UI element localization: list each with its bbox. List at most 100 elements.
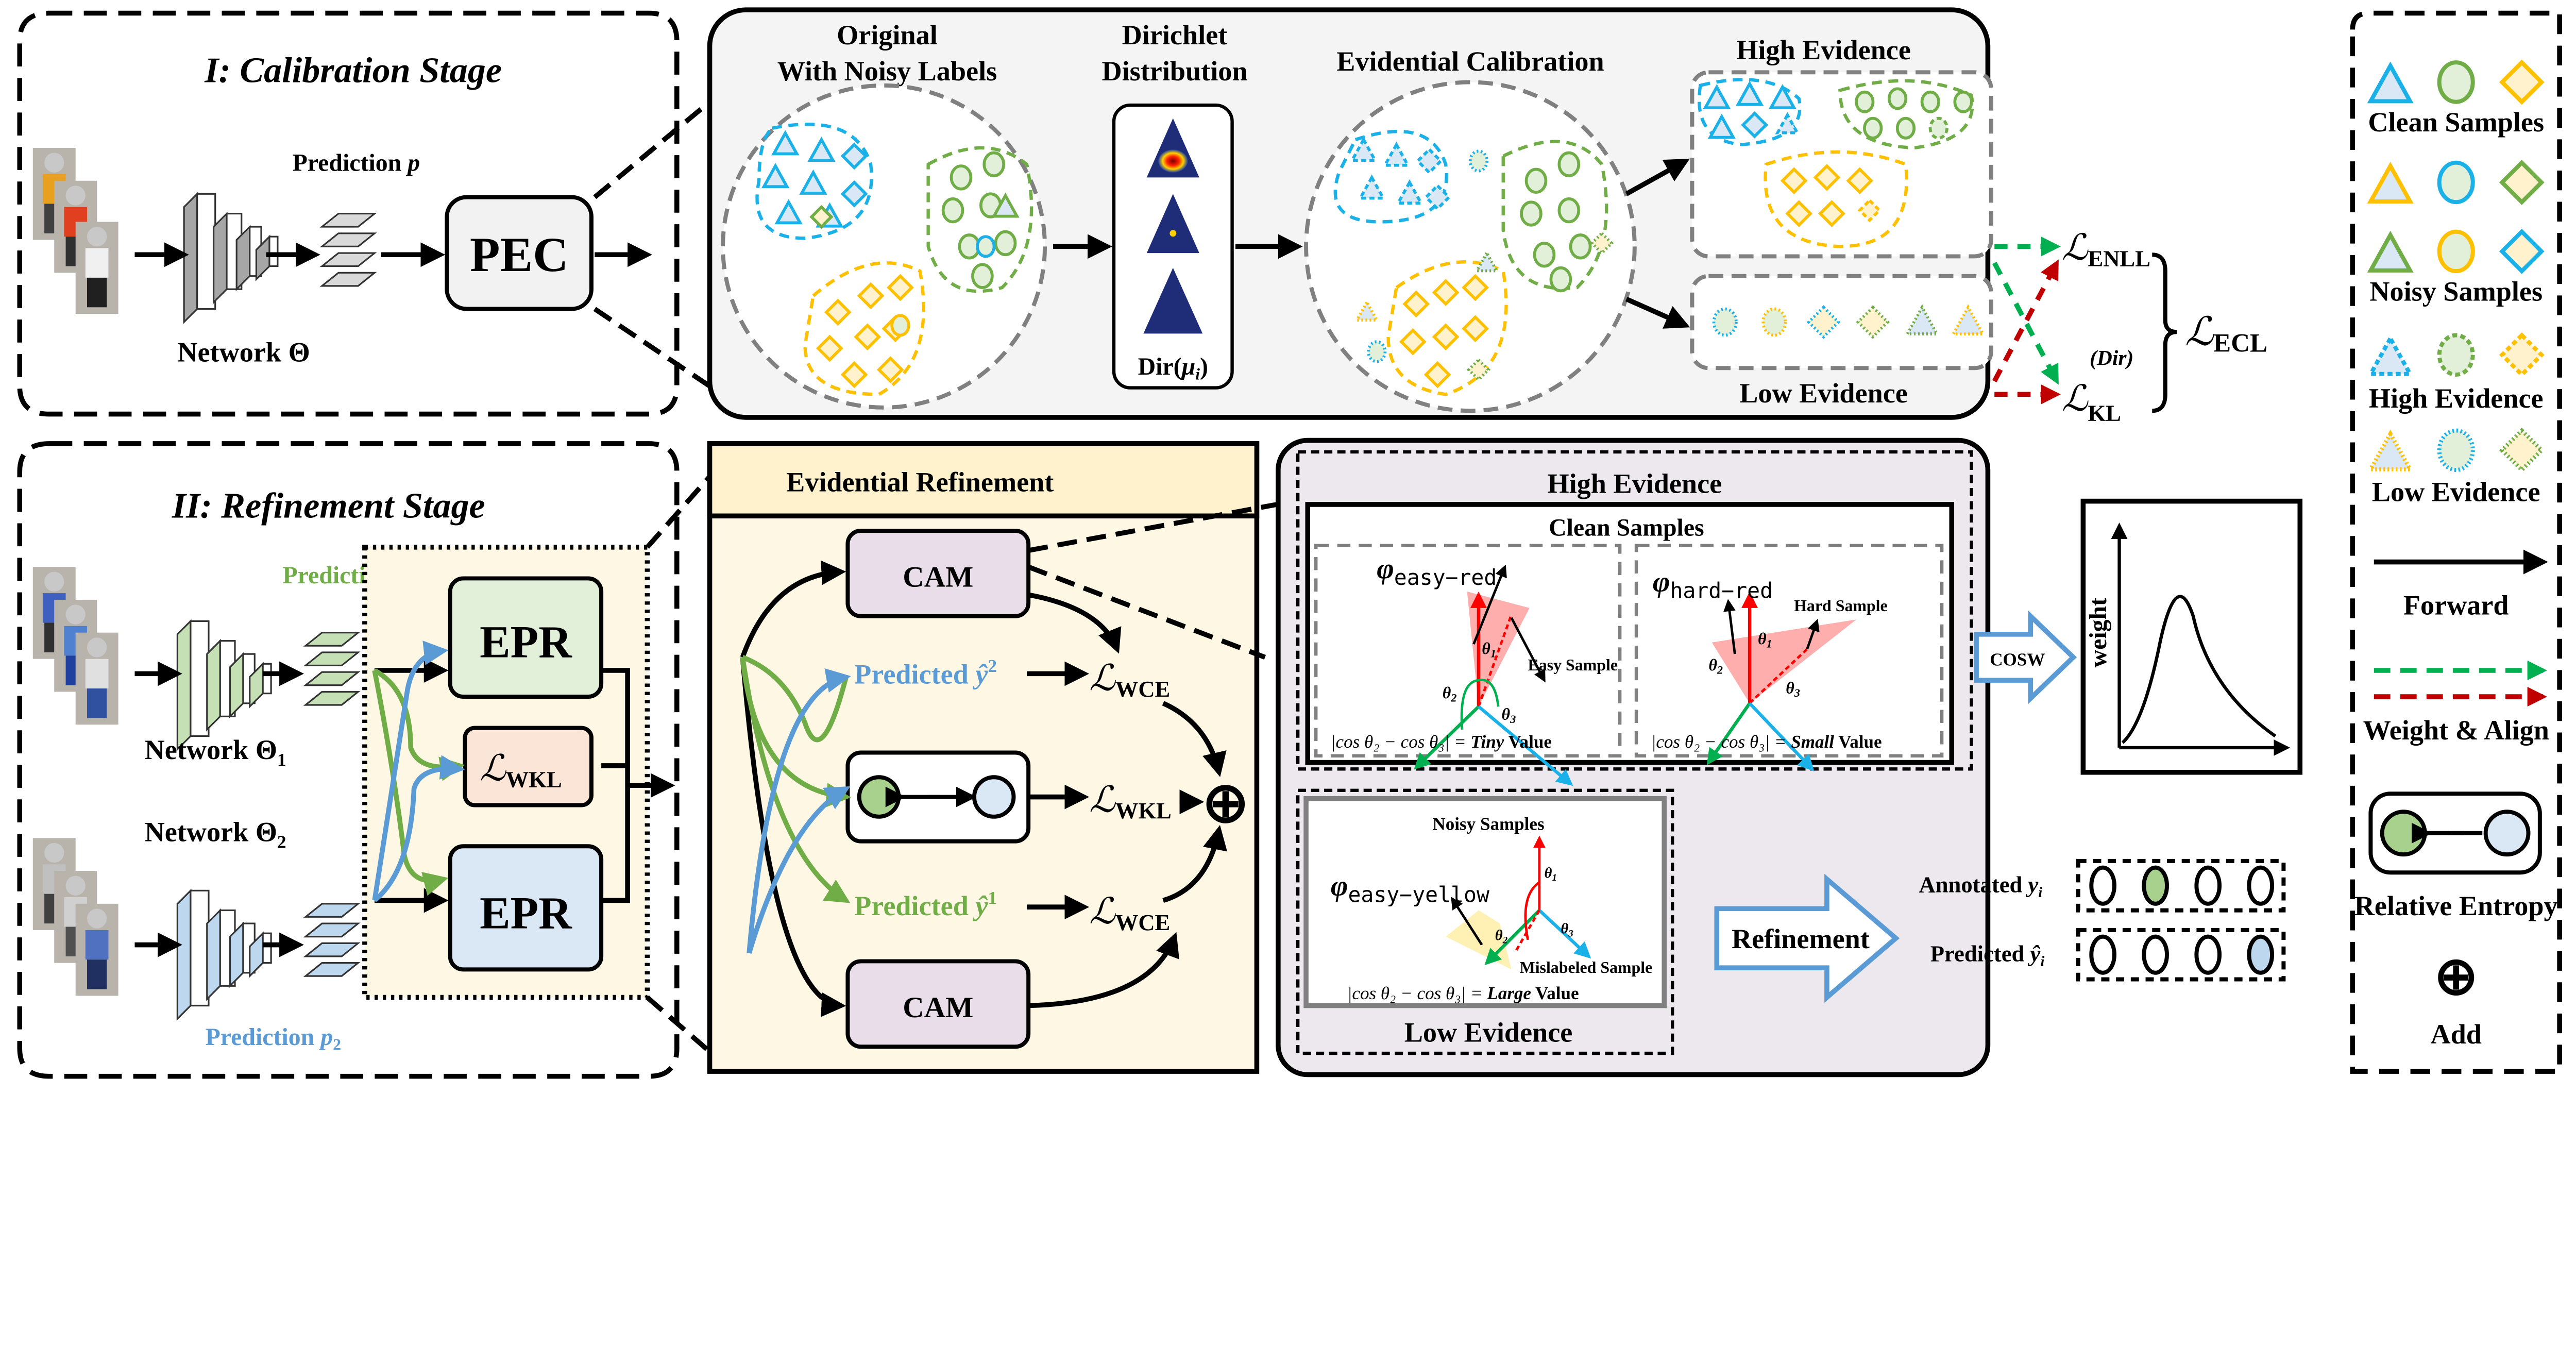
face-blur	[65, 604, 86, 625]
evidential-calibration-panel: Original With Noisy Labels Dirichlet Dis…	[707, 7, 2267, 426]
wce-loss-bottom: ℒWCE	[1089, 890, 1170, 935]
mislabeled-sample-label: Mislabeled Sample	[1520, 958, 1653, 976]
triangle-marker	[2367, 429, 2414, 471]
label-vector-cells	[2089, 865, 2275, 975]
legend-markers	[2367, 59, 2545, 473]
theta2-label: θ2	[1495, 927, 1508, 946]
feature-map	[319, 212, 377, 228]
dirichlet-triangle	[1146, 194, 1199, 254]
noisy-samples-box	[1303, 796, 1667, 1008]
wkl-loss-label: ℒWKL	[480, 747, 562, 793]
epr-module-2	[448, 844, 604, 972]
circle-marker	[1367, 340, 1387, 363]
diamond-marker	[1813, 164, 1841, 191]
dirichlet-triangle	[1143, 267, 1203, 334]
face-blur	[87, 227, 107, 247]
theta1-label: θ1	[1482, 639, 1496, 660]
tiny-value-formula: |cos θ₂ − cos θ₃| = Tiny Value	[1331, 732, 1552, 752]
diamond-marker	[2499, 160, 2545, 205]
feature-map	[303, 632, 361, 647]
triangle-marker	[1775, 112, 1800, 134]
circle-marker	[982, 151, 1006, 178]
theta2-label: θ2	[1443, 684, 1457, 704]
diamond-marker	[1423, 361, 1451, 389]
circle-marker	[994, 230, 1017, 257]
triangle-marker	[2367, 161, 2414, 204]
calibration-stage-panel: I: Calibration Stage Prediction p Networ…	[17, 10, 711, 417]
prediction-features-icon	[319, 212, 377, 287]
epr-label-2: EPR	[480, 888, 572, 939]
loss-kl: ℒKL	[2062, 377, 2121, 426]
circle-marker	[1855, 90, 1875, 113]
wce-loss-top: ℒWCE	[1089, 656, 1170, 702]
triangle-marker	[1395, 179, 1424, 205]
feature-map	[319, 232, 377, 247]
wkl-module	[463, 726, 594, 807]
add-icon: ⊕	[1202, 772, 1249, 834]
face-blur	[65, 875, 86, 896]
dirichlet-density	[1158, 149, 1188, 173]
legend-noisy: Noisy Samples	[2369, 276, 2543, 307]
calibrated-sample-markers	[1349, 137, 1614, 389]
noisy-samples-title: Noisy Samples	[1432, 814, 1544, 834]
triangle-marker	[1768, 84, 1797, 110]
predicted-label: Predicted ŷi	[1930, 940, 2045, 970]
network-theta-icon	[183, 192, 279, 324]
green-cluster	[926, 146, 1033, 293]
annotated-cell	[2194, 865, 2222, 906]
prediction-p2-label: Prediction p2	[206, 1023, 341, 1054]
diamond-marker	[854, 323, 882, 351]
annotated-cell	[2142, 865, 2169, 906]
triangle-marker	[1707, 113, 1736, 139]
annotated-label: Annotated yi	[1919, 872, 2042, 901]
weight-align-arrow	[1992, 261, 2059, 385]
stage1-title: I: Calibration Stage	[204, 50, 502, 90]
zoom-connector	[646, 995, 711, 1054]
cam-module-top	[845, 528, 1031, 618]
diamond-marker	[1415, 147, 1443, 175]
triangle-marker	[1354, 299, 1380, 322]
pec-module	[445, 195, 594, 311]
loss-kl-superscript: (Dir)	[2090, 346, 2133, 370]
legend-low: Low Evidence	[2372, 477, 2540, 508]
zoom-connector	[593, 100, 711, 199]
theta3-label: θ3	[1502, 705, 1516, 726]
dirichlet-subheading: Distribution	[1101, 56, 1247, 87]
diamond-marker	[1432, 323, 1460, 351]
circle-marker	[1920, 90, 1940, 113]
circle-marker	[2437, 333, 2475, 377]
network-theta1-label: Network Θ1	[145, 734, 286, 770]
circle-marker	[941, 197, 964, 224]
circle-marker	[2437, 428, 2475, 472]
diamond-marker	[1402, 290, 1430, 318]
triangle-marker	[1951, 304, 1986, 335]
phi-easy-yellow: φeasy−yellow	[1331, 870, 1489, 907]
prediction-p2-features	[303, 903, 361, 977]
circle-marker	[950, 164, 973, 191]
wkl-loss: ℒWKL	[1089, 778, 1172, 823]
circle-marker	[1569, 233, 1592, 260]
green-cluster	[1838, 79, 1974, 150]
zoom-connector	[593, 307, 711, 389]
prediction-label: Prediction p	[293, 149, 420, 177]
network-layer-face	[262, 932, 272, 964]
face-blur	[87, 908, 107, 929]
forward-arrow	[1625, 158, 1690, 196]
small-value-formula: |cos θ₂ − cos θ₃| = Small Value	[1651, 732, 1882, 752]
green-node-icon	[2380, 810, 2427, 857]
diamond-marker	[1462, 274, 1489, 301]
green-arrow	[372, 670, 449, 896]
theta2-label: θ2	[1708, 656, 1723, 676]
feature-map	[303, 651, 361, 667]
purple-low-evidence: Low Evidence	[1404, 1017, 1573, 1048]
dirichlet-density	[1170, 230, 1177, 237]
legend-forward: Forward	[2403, 590, 2509, 621]
feature-map	[319, 252, 377, 267]
circle-marker	[1557, 197, 1581, 224]
loss-brace	[2152, 252, 2177, 413]
forward-arrow	[1625, 296, 1690, 329]
weight-axis-label: weight	[2084, 598, 2112, 668]
green-node-icon	[857, 775, 901, 819]
diamond-marker	[1466, 358, 1491, 382]
triangle-marker	[2367, 230, 2414, 273]
